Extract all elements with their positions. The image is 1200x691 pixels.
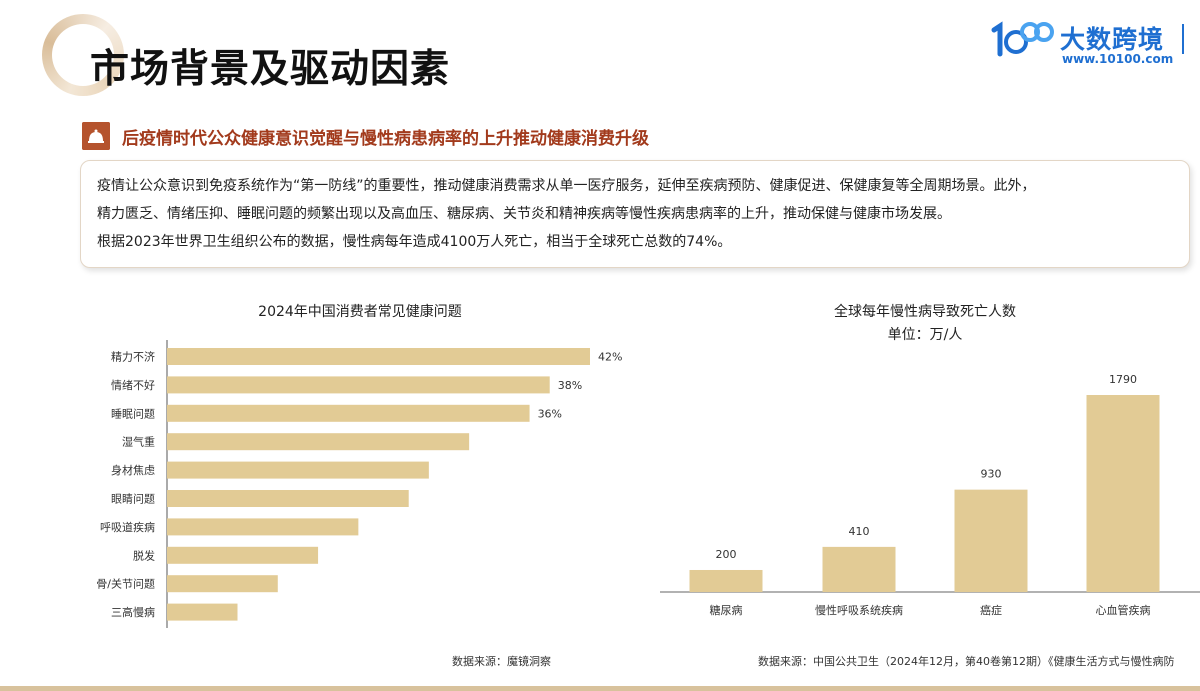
bar bbox=[167, 518, 359, 536]
logo-mark-icon bbox=[991, 21, 1054, 57]
summary-paragraph: 精力匮乏、情绪压抑、睡眠问题的频繁出现以及高血压、糖尿病、关节炎和精神疾病等慢性… bbox=[97, 206, 951, 222]
health-issues-bar-chart: 精力不济 42% 情绪不好 38% 睡眠问题 36% 湿气重身材焦虑眼睛问题呼吸道疾病脱发骨… bbox=[96, 340, 622, 628]
bottom-rule bbox=[0, 686, 1200, 691]
logo-url: www.10100.com bbox=[1062, 52, 1174, 66]
chart1-title: 2024年中国消费者常见健康问题 bbox=[258, 304, 462, 320]
decorative-ring bbox=[42, 14, 124, 96]
category-label: 脱发 bbox=[133, 548, 155, 562]
bar bbox=[167, 490, 409, 507]
category-label: 精力不济 bbox=[111, 350, 155, 364]
chart2-subtitle: 单位：万/人 bbox=[887, 327, 963, 343]
chart1-source: 数据来源：魔镜洞察 bbox=[452, 655, 551, 668]
category-label: 湿气重 bbox=[122, 435, 155, 449]
bar bbox=[167, 433, 470, 451]
chart2-source: 数据来源：中国公共卫生（2024年12月，第40卷第12期）《健康生活方式与慢性… bbox=[758, 655, 1175, 668]
bar bbox=[822, 546, 896, 592]
bar bbox=[167, 603, 238, 621]
category-label: 糖尿病 bbox=[710, 603, 743, 617]
chronic-deaths-bar-chart: 200 糖尿病 410 慢性呼吸系统疾病 930 癌症 1790 心血管疾病 bbox=[660, 373, 1200, 617]
category-label: 呼吸道疾病 bbox=[100, 520, 155, 534]
bar bbox=[954, 489, 1028, 592]
category-label: 慢性呼吸系统疾病 bbox=[815, 603, 903, 617]
section-subtitle: 后疫情时代公众健康意识觉醒与慢性病患病率的上升推动健康消费升级 bbox=[122, 129, 649, 149]
bar bbox=[689, 569, 763, 592]
bar bbox=[167, 404, 530, 422]
category-label: 癌症 bbox=[980, 603, 1002, 617]
data-label: 38% bbox=[558, 379, 582, 392]
bar bbox=[167, 461, 429, 479]
category-label: 身材焦虑 bbox=[111, 463, 155, 477]
data-label: 42% bbox=[598, 351, 622, 364]
bar bbox=[167, 546, 319, 564]
bar bbox=[167, 348, 590, 365]
chart2-title: 全球每年慢性病导致死亡人数 bbox=[834, 304, 1016, 320]
logo-text: 大数跨境 bbox=[1060, 25, 1165, 54]
data-label: 36% bbox=[538, 407, 562, 420]
page-title: 市场背景及驱动因素 bbox=[90, 47, 451, 92]
bar bbox=[167, 376, 550, 394]
data-label: 200 bbox=[716, 548, 737, 561]
category-label: 三高慢病 bbox=[111, 605, 155, 619]
data-label: 1790 bbox=[1109, 373, 1137, 386]
bell-icon bbox=[82, 122, 110, 150]
logo-divider bbox=[1182, 24, 1184, 54]
data-label: 930 bbox=[981, 468, 1002, 481]
category-label: 心血管疾病 bbox=[1096, 603, 1151, 617]
category-label: 骨/关节问题 bbox=[96, 577, 155, 591]
category-label: 睡眠问题 bbox=[111, 407, 155, 420]
summary-box: 疫情让公众意识到免疫系统作为“第一防线”的重要性，推动健康消费需求从单一医疗服务… bbox=[80, 160, 1190, 268]
category-label: 眼睛问题 bbox=[111, 493, 155, 506]
summary-paragraph: 疫情让公众意识到免疫系统作为“第一防线”的重要性，推动健康消费需求从单一医疗服务… bbox=[97, 178, 1036, 194]
summary-paragraph: 根据2023年世界卫生组织公布的数据，慢性病每年造成4100万人死亡，相当于全球… bbox=[97, 234, 732, 250]
bar bbox=[1086, 395, 1160, 592]
category-label: 情绪不好 bbox=[111, 378, 155, 392]
brand-logo[interactable]: 大数跨境 www.10100.com bbox=[990, 18, 1200, 70]
data-label: 410 bbox=[849, 525, 870, 538]
bar bbox=[167, 575, 278, 593]
